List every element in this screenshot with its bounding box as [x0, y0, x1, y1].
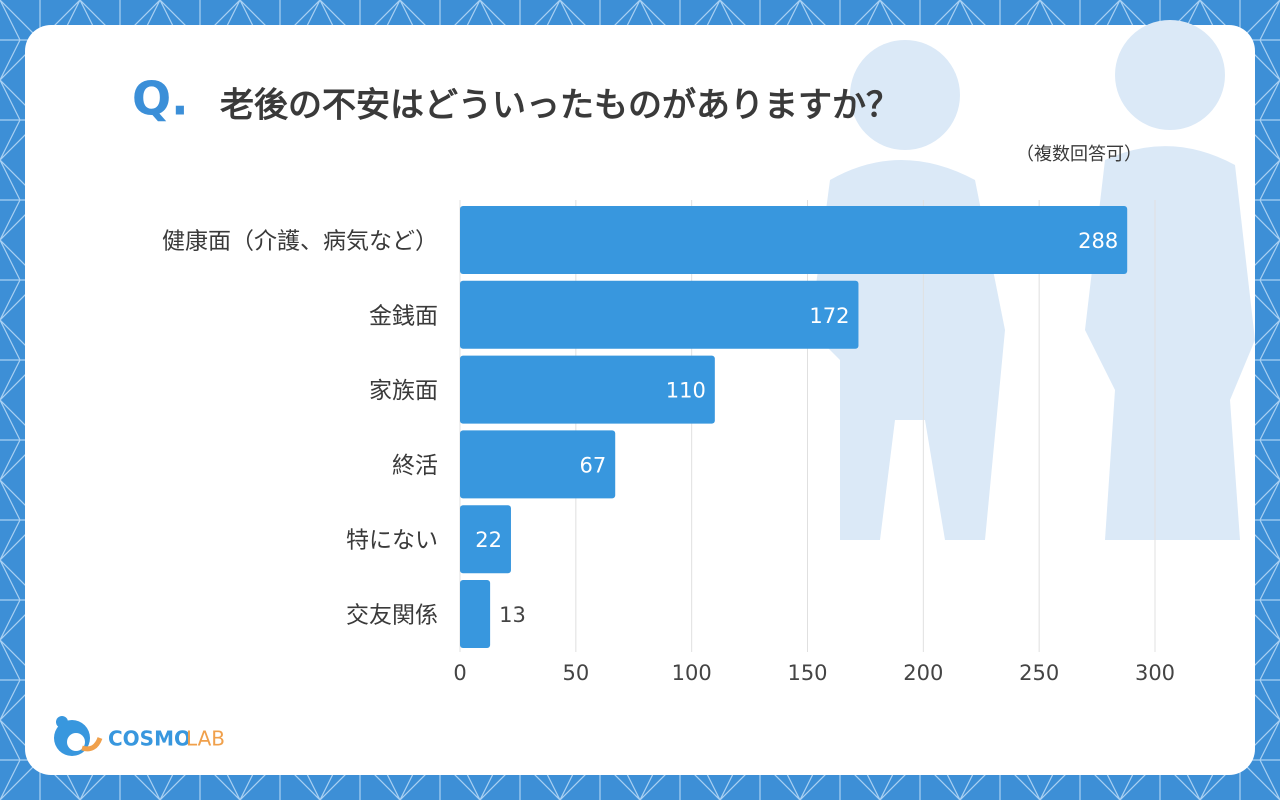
y-tick-label: 特にない: [346, 528, 438, 554]
x-tick-label: 100: [672, 661, 712, 685]
bar: [460, 206, 1128, 274]
logo-name: COSMO: [108, 727, 191, 751]
x-tick-label: 300: [1135, 661, 1175, 685]
title-prefix: Q.: [132, 72, 189, 126]
plot: 0 50 100 150 200 250 300 288 健康面（介護、病気など） 172 金銭面 1…: [162, 200, 1175, 685]
bar: [460, 430, 616, 499]
y-tick-label: 交友関係: [346, 603, 438, 629]
x-tick-label: 50: [562, 661, 589, 685]
bar: [460, 505, 511, 574]
value-label: 172: [809, 304, 849, 328]
bar: [460, 280, 859, 349]
logo: COSMO LAB: [54, 716, 225, 756]
value-label: 110: [666, 379, 706, 403]
logo-suffix: LAB: [186, 727, 225, 751]
y-tick-label: 終活: [392, 453, 438, 479]
value-label: 67: [579, 453, 606, 477]
x-tick-label: 200: [903, 661, 943, 685]
y-tick-label: 金銭面: [369, 303, 438, 329]
value-label: 13: [499, 603, 526, 627]
chart-title: 老後の不安はどういったものがありますか？: [220, 86, 900, 126]
value-label: 288: [1078, 229, 1118, 253]
value-label: 22: [475, 528, 502, 552]
x-tick-label: 250: [1019, 661, 1059, 685]
x-tick-label: 0: [453, 661, 466, 685]
bar: [460, 580, 491, 648]
x-tick-label: 150: [787, 661, 827, 685]
y-tick-label: 家族面: [369, 378, 438, 404]
chart-subtitle: （複数回答可）: [1016, 144, 1142, 165]
bar: [460, 355, 715, 424]
y-tick-label: 健康面（介護、病気など）: [162, 229, 438, 255]
